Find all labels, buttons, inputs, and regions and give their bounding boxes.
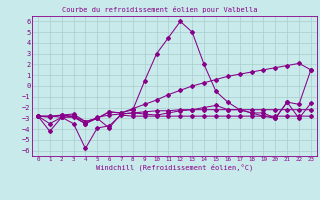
Text: Courbe du refroidissement éolien pour Valbella: Courbe du refroidissement éolien pour Va… (62, 6, 258, 13)
X-axis label: Windchill (Refroidissement éolien,°C): Windchill (Refroidissement éolien,°C) (96, 164, 253, 171)
